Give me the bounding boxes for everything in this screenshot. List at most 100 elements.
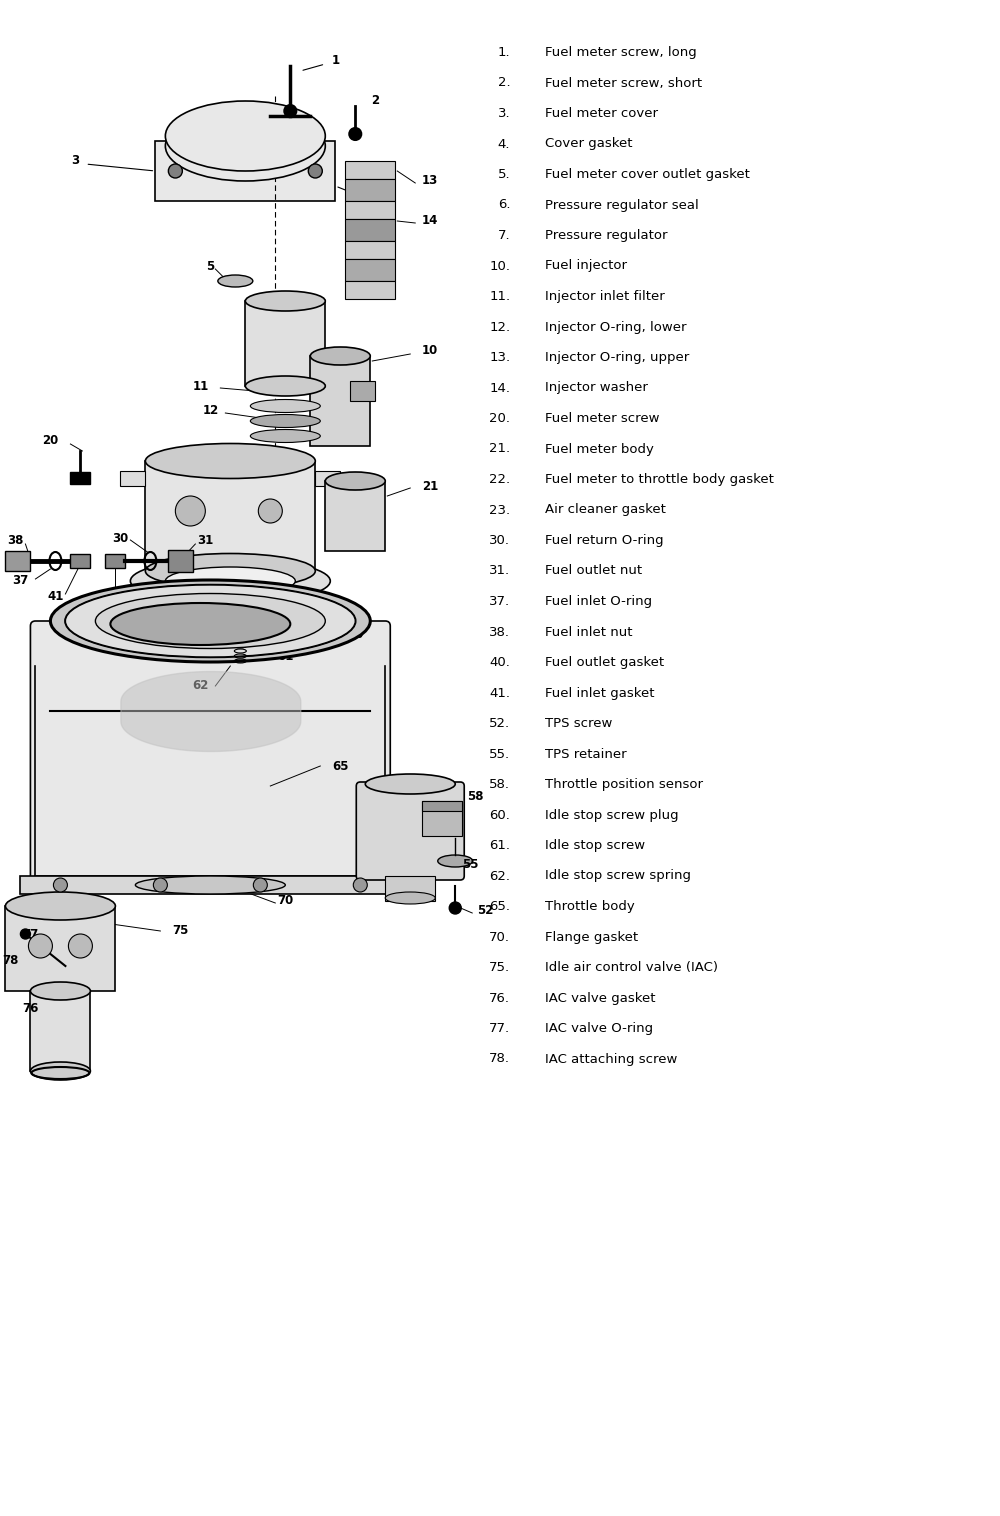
Text: 10: 10 <box>422 344 438 358</box>
Ellipse shape <box>165 102 325 171</box>
Text: 1: 1 <box>331 55 339 68</box>
Text: 5.: 5. <box>498 168 510 180</box>
Text: 77: 77 <box>22 928 39 940</box>
Text: 22: 22 <box>292 599 308 612</box>
Text: 52.: 52. <box>489 717 510 731</box>
Text: Fuel meter screw: Fuel meter screw <box>545 412 660 424</box>
Text: 30: 30 <box>112 532 129 544</box>
Text: 2.: 2. <box>498 76 510 89</box>
Text: 40: 40 <box>102 590 119 602</box>
Text: 12: 12 <box>202 405 218 417</box>
Circle shape <box>20 929 30 938</box>
Text: 23.: 23. <box>489 503 510 517</box>
Ellipse shape <box>135 876 285 894</box>
Text: 1.: 1. <box>498 45 510 59</box>
Bar <box>245 302 325 387</box>
Ellipse shape <box>30 982 90 1001</box>
Text: 3: 3 <box>71 155 79 167</box>
Text: 11.: 11. <box>489 290 510 303</box>
Ellipse shape <box>5 891 115 920</box>
Bar <box>350 381 375 402</box>
Text: 7.: 7. <box>498 229 510 243</box>
Text: 65: 65 <box>332 760 349 773</box>
Text: 77.: 77. <box>489 1022 510 1035</box>
Circle shape <box>353 878 367 891</box>
Ellipse shape <box>165 567 295 594</box>
Bar <box>345 280 395 299</box>
Text: 6.: 6. <box>498 199 510 212</box>
Circle shape <box>449 902 461 914</box>
Text: 70: 70 <box>277 894 293 908</box>
Text: Fuel outlet nut: Fuel outlet nut <box>545 564 642 578</box>
Text: 13.: 13. <box>489 352 510 364</box>
Text: Idle stop screw: Idle stop screw <box>545 838 645 852</box>
Bar <box>310 356 370 446</box>
Bar <box>422 800 462 835</box>
Text: 78: 78 <box>2 955 19 967</box>
Ellipse shape <box>145 444 315 479</box>
Ellipse shape <box>130 558 330 603</box>
Text: 75.: 75. <box>489 961 510 973</box>
Text: Injector O-ring, upper: Injector O-ring, upper <box>545 352 689 364</box>
Ellipse shape <box>218 274 253 287</box>
Text: Pressure regulator: Pressure regulator <box>545 229 668 243</box>
Text: Throttle position sensor: Throttle position sensor <box>545 778 703 791</box>
Ellipse shape <box>250 429 320 443</box>
Text: Fuel meter to throttle body gasket: Fuel meter to throttle body gasket <box>545 473 774 487</box>
Ellipse shape <box>385 891 435 904</box>
Text: 14: 14 <box>422 214 438 227</box>
Bar <box>345 179 395 202</box>
Text: 58.: 58. <box>489 778 510 791</box>
Text: 20: 20 <box>42 435 59 447</box>
Circle shape <box>53 878 67 891</box>
Bar <box>5 907 115 991</box>
Text: 61.: 61. <box>489 838 510 852</box>
Text: Fuel meter cover: Fuel meter cover <box>545 108 658 120</box>
Circle shape <box>68 934 92 958</box>
Ellipse shape <box>365 775 455 794</box>
Text: Fuel injector: Fuel injector <box>545 259 627 273</box>
Text: IAC valve gasket: IAC valve gasket <box>545 991 656 1005</box>
Text: 60: 60 <box>347 628 363 640</box>
Text: TPS retainer: TPS retainer <box>545 747 627 761</box>
Text: Flange gasket: Flange gasket <box>545 931 638 943</box>
Text: 4.: 4. <box>498 138 510 150</box>
Text: IAC attaching screw: IAC attaching screw <box>545 1052 678 1066</box>
Text: Idle stop screw spring: Idle stop screw spring <box>545 870 691 882</box>
Text: Injector washer: Injector washer <box>545 382 648 394</box>
Ellipse shape <box>245 291 325 311</box>
Ellipse shape <box>65 585 355 656</box>
Circle shape <box>28 934 52 958</box>
Text: Fuel inlet gasket: Fuel inlet gasket <box>545 687 655 699</box>
Text: 30.: 30. <box>489 534 510 547</box>
Text: TPS screw: TPS screw <box>545 717 613 731</box>
Bar <box>145 461 315 572</box>
Text: 55.: 55. <box>489 747 510 761</box>
Circle shape <box>253 878 267 891</box>
Text: 5: 5 <box>206 259 214 273</box>
Bar <box>5 550 30 572</box>
Bar <box>70 553 90 568</box>
Bar <box>385 876 435 901</box>
Text: Fuel outlet gasket: Fuel outlet gasket <box>545 656 664 669</box>
Text: 2: 2 <box>371 94 379 108</box>
Bar <box>325 481 385 550</box>
Text: 40.: 40. <box>489 656 510 669</box>
Ellipse shape <box>95 593 325 649</box>
Ellipse shape <box>250 414 320 428</box>
Text: 76.: 76. <box>489 991 510 1005</box>
Text: Fuel meter screw, long: Fuel meter screw, long <box>545 45 697 59</box>
Text: 14.: 14. <box>489 382 510 394</box>
Bar <box>345 202 395 218</box>
Text: 31.: 31. <box>489 564 510 578</box>
Ellipse shape <box>250 400 320 412</box>
Text: 22.: 22. <box>489 473 510 487</box>
FancyBboxPatch shape <box>356 782 464 879</box>
Ellipse shape <box>438 855 473 867</box>
Text: 41.: 41. <box>489 687 510 699</box>
Bar <box>422 800 462 811</box>
Text: Fuel inlet O-ring: Fuel inlet O-ring <box>545 594 652 608</box>
Text: 76: 76 <box>22 1002 39 1014</box>
Circle shape <box>175 496 205 526</box>
Bar <box>345 241 395 259</box>
